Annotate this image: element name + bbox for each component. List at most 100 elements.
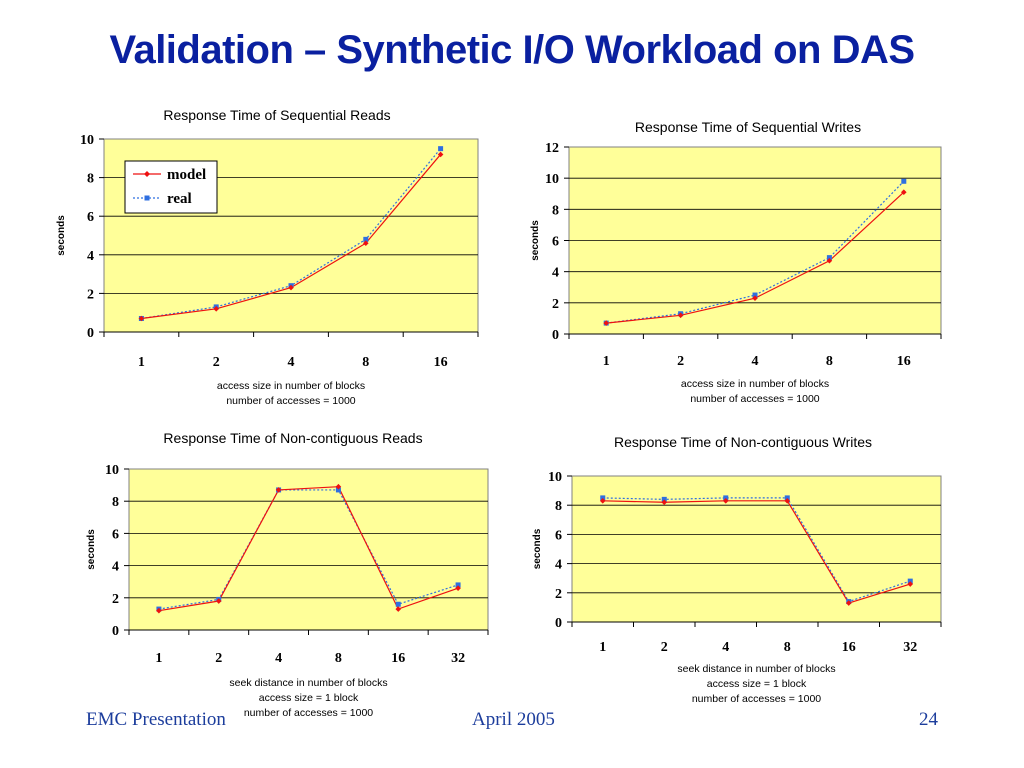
y-tick-label: 10 (548, 470, 562, 485)
y-tick-label: 8 (87, 172, 94, 187)
x-tick-label: 2 (677, 354, 684, 369)
y-tick-label: 10 (545, 172, 559, 187)
model-point (215, 598, 222, 604)
model-point (845, 600, 852, 606)
y-tick-label: 4 (555, 558, 562, 573)
x-axis-label-line: number of accesses = 1000 (226, 395, 355, 407)
x-tick-label: 16 (897, 354, 911, 369)
real-point (907, 578, 913, 584)
y-tick-label: 4 (112, 560, 119, 575)
x-tick-label: 2 (661, 640, 668, 655)
y-tick-label: 8 (112, 495, 119, 510)
x-axis-label-line: access size in number of blocks (217, 380, 365, 392)
x-tick-label: 4 (288, 355, 295, 370)
model-point (213, 306, 219, 312)
chart-noncontiguous-writes: Response Time of Non-contiguous Writes 0 2… (532, 434, 942, 705)
x-axis-label-line: access size in number of blocks (681, 378, 829, 390)
legend-real-label: real (167, 191, 192, 207)
real-point (335, 487, 341, 493)
y-tick-label: 10 (80, 133, 94, 148)
model-point (901, 189, 907, 195)
footer-date: April 2005 (472, 709, 555, 730)
chart-title: Response Time of Sequential Reads (163, 107, 390, 123)
series-real-line (606, 180, 905, 324)
x-axis-label-line: number of accesses = 1000 (690, 393, 819, 405)
y-tick-label: 0 (555, 616, 562, 631)
chart-sequential-reads: Response Time of Sequential Reads 0 2 4 6 8 10… (56, 107, 479, 407)
y-tick-label: 0 (552, 328, 559, 343)
chart-noncontiguous-reads: Response Time of Non-contiguous Reads 0 2 4… (86, 430, 489, 719)
y-tick-label: 6 (552, 235, 559, 250)
x-tick-label: 8 (826, 354, 833, 369)
x-tick-label: 1 (138, 355, 145, 370)
y-axis-label: seconds (532, 528, 543, 569)
x-tick-label: 8 (362, 355, 369, 370)
y-tick-label: 0 (112, 624, 119, 639)
y-tick-label: 6 (87, 210, 94, 225)
x-tick-label: 16 (434, 355, 448, 370)
x-tick-label: 16 (391, 651, 405, 666)
real-point (723, 495, 729, 501)
real-point (438, 146, 444, 152)
real-point (455, 582, 461, 588)
real-point (600, 495, 606, 501)
real-point (752, 292, 758, 298)
chart-title: Response Time of Sequential Writes (635, 119, 861, 135)
series-model-line (602, 500, 911, 604)
y-axis-label: seconds (530, 220, 541, 261)
model-point (603, 320, 609, 326)
x-axis-label-line: number of accesses = 1000 (692, 693, 821, 705)
y-tick-label: 10 (105, 463, 119, 478)
x-tick-label: 4 (752, 354, 759, 369)
model-point (288, 284, 294, 291)
model-point (156, 607, 162, 614)
model-point (784, 498, 791, 504)
model-point (722, 498, 729, 504)
y-tick-label: 8 (555, 499, 562, 514)
x-tick-label: 1 (603, 354, 610, 369)
y-tick-label: 8 (552, 203, 559, 218)
series-real-line (602, 497, 911, 603)
model-point (363, 240, 369, 247)
model-point (138, 315, 145, 322)
real-point (826, 255, 832, 261)
y-axis-label: seconds (56, 215, 67, 256)
model-point (826, 257, 833, 264)
chart-title: Response Time of Non-contiguous Writes (614, 434, 872, 450)
real-point (661, 496, 667, 502)
series-real-line (158, 489, 459, 610)
footer-left: EMC Presentation (86, 709, 226, 730)
model-point (752, 295, 758, 301)
model-point (275, 487, 282, 493)
real-point (901, 178, 907, 184)
x-axis-label-line: access size = 1 block (259, 692, 359, 704)
x-axis-label-line: number of accesses = 1000 (244, 707, 373, 719)
model-point (907, 581, 914, 587)
x-tick-label: 16 (842, 640, 856, 655)
model-point (661, 499, 668, 506)
legend-model-label: model (167, 167, 206, 183)
model-point (395, 606, 402, 612)
x-tick-label: 32 (903, 640, 917, 655)
model-point (599, 498, 606, 504)
real-point (395, 601, 401, 607)
y-tick-label: 2 (112, 592, 119, 607)
x-axis-label-line: seek distance in number of blocks (229, 677, 387, 689)
x-tick-label: 2 (213, 355, 220, 370)
series-model-line (158, 486, 459, 612)
x-axis-label-line: access size = 1 block (707, 678, 807, 690)
slide-title: Validation – Synthetic I/O Workload on D… (109, 28, 915, 72)
x-tick-label: 1 (599, 640, 606, 655)
y-tick-label: 0 (87, 326, 94, 341)
legend-box (124, 160, 218, 214)
plot-area (128, 468, 489, 631)
model-point (455, 585, 461, 591)
x-tick-label: 4 (275, 651, 282, 666)
x-tick-label: 4 (722, 640, 729, 655)
chart-sequential-writes: Response Time of Sequential Writes 0 2 4 6 8 1… (530, 119, 942, 405)
chart-title: Response Time of Non-contiguous Reads (163, 430, 422, 446)
legend-real-marker (144, 195, 150, 201)
x-tick-label: 8 (335, 651, 342, 666)
real-point (363, 236, 369, 242)
footer-page-number: 24 (919, 709, 938, 730)
